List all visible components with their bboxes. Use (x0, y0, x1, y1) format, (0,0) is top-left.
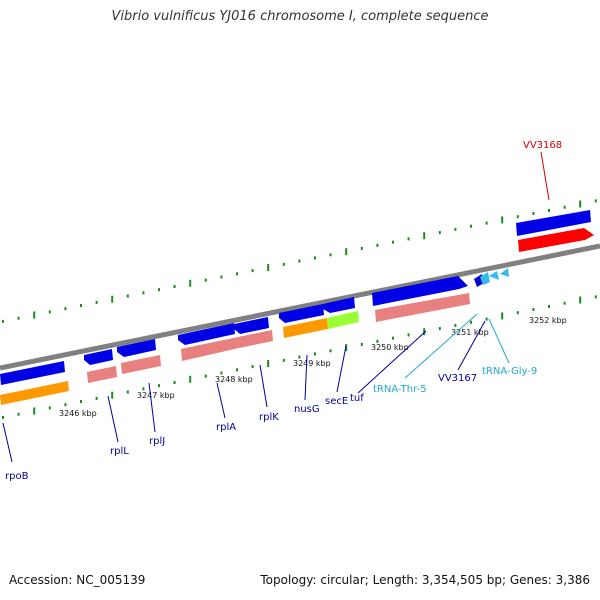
gene-rplL-arrow[interactable] (84, 349, 113, 365)
trna-gly-9-arrow-1[interactable] (489, 271, 499, 280)
scale-label: 3250 kbp (371, 343, 409, 352)
scale-label: 3246 kbp (59, 409, 97, 418)
cds-tuf[interactable] (375, 293, 470, 322)
leader-rplA (216, 382, 226, 419)
scale-label: 3252 kbp (529, 316, 567, 325)
leader-trna-thr-5 (404, 313, 478, 379)
gene-rplK-arrow[interactable] (234, 317, 269, 334)
gene-label-rplK[interactable]: rplK (259, 412, 279, 423)
gene-vv3168-arrow[interactable] (516, 210, 591, 236)
gene-label-trna-thr-5[interactable]: tRNA-Thr-5 (373, 384, 427, 395)
gene-label-rpoB[interactable]: rpoB (5, 471, 29, 482)
cds-rplJ[interactable] (121, 355, 161, 374)
trna-gly-9-arrow-2[interactable] (500, 268, 509, 277)
accession-text: Accession: NC_005139 (9, 573, 146, 587)
gene-leader-lines (2, 151, 550, 463)
gene-label-rplL[interactable]: rplL (110, 446, 129, 457)
cds-vv3168[interactable] (518, 228, 594, 252)
gene-rplJ-arrow[interactable] (117, 339, 156, 357)
gene-label-rplA[interactable]: rplA (216, 422, 236, 433)
scale-label: 3249 kbp (293, 359, 331, 368)
gene-label-nusG[interactable]: nusG (294, 404, 320, 415)
vv3167-arrow[interactable] (480, 272, 490, 285)
upper-strand-genes (516, 210, 594, 252)
topology-text: Topology: circular; Length: 3,354,505 bp… (260, 573, 590, 587)
leader-rplL (107, 395, 119, 443)
leader-rplJ (148, 382, 156, 433)
gene-tuf-arrow[interactable] (372, 276, 468, 306)
cds-secE[interactable] (327, 311, 359, 329)
lower-strand-genes (0, 268, 509, 405)
leader-vv3168 (540, 151, 550, 201)
cds-rplL[interactable] (87, 366, 117, 383)
gene-label-vv3167[interactable]: VV3167 (438, 373, 477, 384)
gene-label-rplJ[interactable]: rplJ (149, 436, 165, 447)
leader-rpoB (2, 422, 13, 463)
gene-label-trna-gly-9[interactable]: tRNA-Gly-9 (482, 366, 537, 377)
chromosome-backbone (0, 243, 600, 371)
leader-nusG (304, 354, 308, 401)
leader-secE (336, 345, 347, 393)
cds-rpoB[interactable] (0, 381, 69, 405)
leader-rplK (259, 364, 268, 408)
gene-rplA-arrow[interactable] (178, 323, 235, 345)
cds-rplK[interactable] (238, 330, 273, 348)
gene-rpoB-arrow[interactable] (0, 361, 65, 385)
gene-labels: rpoB rplL rplJ rplA rplK nusG secE tuf t… (5, 140, 562, 482)
scale-label: 3247 kbp (137, 391, 175, 400)
scale-label: 3251 kbp (451, 328, 489, 337)
leader-tuf (357, 330, 427, 394)
gene-secE-arrow[interactable] (323, 297, 355, 313)
cds-rplA[interactable] (181, 337, 239, 361)
cds-nusG[interactable] (283, 318, 328, 338)
lower-strand-ticks (2, 295, 597, 419)
gene-label-tuf[interactable]: tuf (350, 393, 364, 404)
gene-nusG-arrow[interactable] (279, 304, 324, 323)
scale-label: 3248 kbp (215, 375, 253, 384)
scale-labels: 3246 kbp 3247 kbp 3248 kbp 3249 kbp 3250… (59, 316, 567, 418)
leader-vv3167 (457, 320, 486, 371)
gene-label-secE[interactable]: secE (325, 396, 348, 407)
gene-label-vv3168[interactable]: VV3168 (523, 140, 562, 151)
leader-trna-gly-9 (488, 318, 510, 364)
map-title: Vibrio vulnificus YJ016 chromosome I, co… (111, 9, 489, 24)
upper-strand-ticks (2, 199, 597, 323)
